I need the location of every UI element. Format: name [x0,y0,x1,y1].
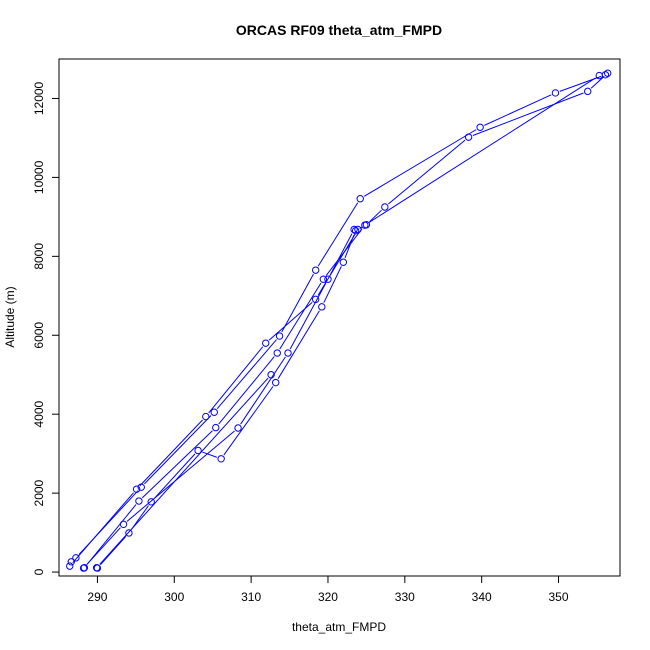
data-point [595,71,603,80]
data-point [284,349,292,357]
series-4 [80,71,603,572]
series-segment [369,209,382,222]
series-segment [202,451,217,458]
data-point [132,485,141,493]
series-6 [92,371,275,572]
series-segment [329,233,353,276]
data-point [202,412,210,421]
data-point [125,529,133,537]
data-point [275,332,284,340]
y-axis-title: Altitude (m) [3,286,17,347]
x-tick-label: 310 [241,590,261,604]
series-segment [590,75,605,89]
series-3 [66,225,362,570]
series-segment [208,346,264,414]
y-tick-label: 6000 [32,322,46,349]
series-segment [72,492,134,563]
x-axis-title: theta_atm_FMPD [292,620,386,634]
series-segment [279,282,322,350]
series-5 [79,225,358,572]
series-segment [126,430,235,522]
data-point [135,497,143,505]
data-point [356,195,364,203]
series-segment [388,139,466,205]
series-segment [86,504,137,565]
series-segment [153,453,196,499]
series-segment [218,356,275,425]
series-segment [277,310,320,379]
data-point [147,498,155,506]
data-point [311,266,320,274]
x-tick-label: 300 [164,590,184,604]
data-point [217,455,225,463]
y-tick-label: 2000 [32,479,46,506]
data-point [72,554,80,562]
series-2 [67,71,610,566]
data-point [584,87,592,96]
x-tick-label: 320 [318,590,338,604]
chart-title: ORCAS RF09 theta_atm_FMPD [236,22,442,38]
x-axis: 290 300 310 320 330 340 350 [87,575,569,604]
data-point [339,258,348,266]
data-point [273,349,281,357]
data-point [272,378,280,387]
x-tick-label: 340 [472,590,492,604]
data-point [92,564,101,572]
series-segment [216,339,277,410]
series-1 [93,69,612,572]
y-axis: 0 2000 4000 6000 8000 10000 12000 [32,81,60,575]
data-point [604,69,612,77]
data-point [319,275,328,283]
series-segment [139,419,203,487]
data-point [318,303,326,311]
y-tick-label: 4000 [32,401,46,428]
data-point [476,123,484,131]
y-tick-label: 12000 [32,81,46,115]
y-tick-label: 0 [32,568,46,575]
data-point [210,408,218,416]
series-segment [141,430,213,499]
data-point [212,423,220,432]
data-point [551,89,560,97]
series-segment [99,377,269,565]
series-segment [100,536,127,566]
series-segment [325,228,363,276]
x-tick-label: 350 [549,590,569,604]
series-layer [66,69,612,572]
data-point [79,564,88,572]
series-segment [289,283,327,350]
plot-frame [58,58,621,577]
data-point [262,339,270,347]
data-point [194,446,202,455]
data-point [119,520,128,528]
data-point [67,558,75,566]
series-segment [240,356,286,425]
series-segment [323,266,342,303]
series-segment [472,92,584,136]
data-point [267,371,275,379]
series-segment [484,94,552,126]
data-point [361,221,369,229]
data-point [350,225,358,234]
y-tick-label: 8000 [32,243,46,270]
series-segment [368,77,596,224]
data-point [66,562,74,570]
data-point [324,275,332,283]
series-segment [317,202,359,267]
data-point [381,203,389,211]
y-tick-label: 10000 [32,160,46,194]
series-segment [281,273,314,333]
series-segment [86,527,121,566]
series-segment [223,386,274,456]
data-point [234,424,242,432]
series-segment [363,129,477,197]
x-tick-label: 330 [395,590,415,604]
x-tick-label: 290 [87,590,107,604]
series-segment [144,415,212,485]
